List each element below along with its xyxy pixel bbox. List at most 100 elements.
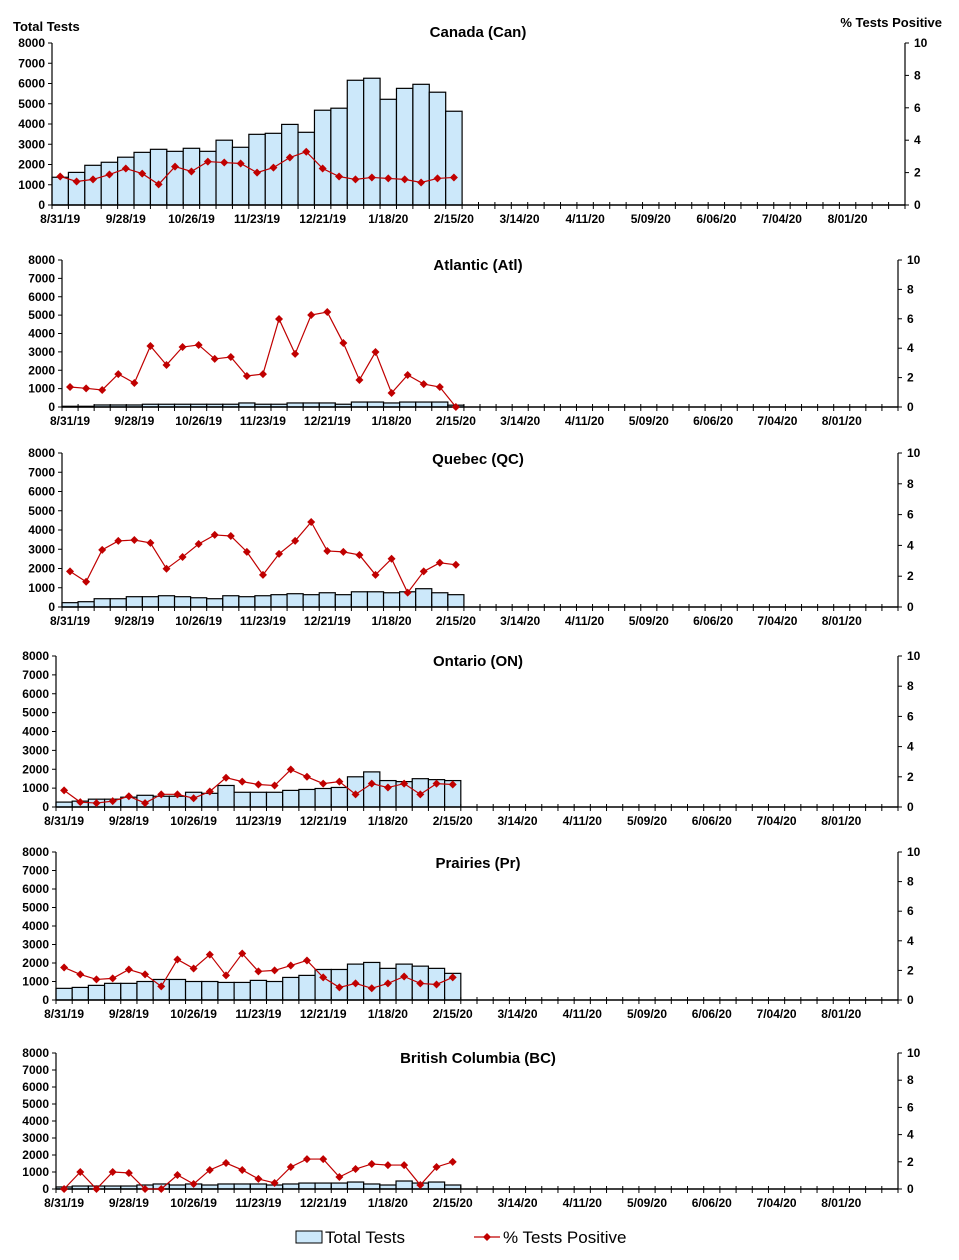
bar: [431, 592, 449, 608]
bar: [282, 789, 300, 808]
pct-positive-point: [189, 1179, 198, 1188]
pct-positive-point: [433, 174, 442, 183]
pct-positive-point: [173, 790, 182, 799]
pct-positive-point: [403, 588, 412, 597]
bar: [233, 1183, 251, 1190]
pct-positive-point: [236, 159, 245, 168]
pct-positive-point: [66, 567, 75, 576]
y-tick-label-left: 4000: [22, 725, 49, 739]
y-tick-label-right: 8: [907, 679, 914, 693]
y-tick-label-left: 3000: [22, 1131, 49, 1145]
pct-positive-point: [146, 341, 155, 350]
y-tick-label-right: 6: [907, 904, 914, 918]
pct-positive-point: [138, 169, 147, 178]
x-tick-label: 5/09/20: [629, 614, 669, 628]
pct-positive-point: [275, 314, 284, 323]
pct-positive-point: [189, 794, 198, 803]
pct-positive-point: [339, 339, 348, 348]
pct-positive-point: [367, 173, 376, 182]
pct-positive-point: [371, 348, 380, 357]
pct-positive-point: [66, 383, 75, 392]
y-tick-label-left: 7000: [18, 56, 45, 70]
pct-positive-point: [302, 1155, 311, 1164]
y-tick-label-left: 0: [42, 993, 49, 1007]
panel-1: 0 1000 2000 3000 4000 5000 6000 7000 8000 0 2 4 6 8 10…: [28, 253, 920, 428]
pct-positive-point: [403, 370, 412, 379]
x-tick-label: 10/26/19: [168, 212, 215, 226]
y-tick-label-left: 5000: [18, 97, 45, 111]
pct-positive-point: [226, 353, 235, 362]
bar: [428, 91, 447, 206]
pct-positive-point: [220, 158, 229, 167]
y-tick-label-right: 4: [907, 740, 914, 754]
pct-positive-point: [205, 787, 214, 796]
y-tick-label-left: 7000: [28, 271, 55, 285]
legend-bar-swatch: [295, 1230, 323, 1244]
y-tick-label-right: 4: [907, 934, 914, 948]
pct-positive-point: [124, 1168, 133, 1177]
bar: [222, 595, 240, 608]
bar: [166, 150, 184, 206]
pct-positive-point: [448, 1157, 457, 1166]
x-tick-label: 4/11/20: [563, 1196, 603, 1210]
x-tick-label: 4/11/20: [563, 1007, 603, 1021]
pct-positive-point: [335, 172, 344, 181]
y-tick-label-right: 6: [907, 1100, 914, 1114]
x-tick-label: 2/15/20: [436, 614, 476, 628]
pct-positive-point: [335, 983, 344, 992]
x-tick-label: 7/04/20: [757, 1007, 797, 1021]
pct-positive-point: [194, 540, 203, 549]
y-axis-title-right: % Tests Positive: [840, 15, 942, 30]
x-tick-label: 8/31/19: [50, 414, 90, 428]
x-tick-label: 7/04/20: [757, 414, 797, 428]
x-tick-label: 3/14/20: [499, 212, 539, 226]
pct-positive-point: [60, 1185, 69, 1193]
y-tick-label-right: 0: [907, 1182, 914, 1196]
x-tick-label: 4/11/20: [563, 814, 603, 828]
bar: [109, 598, 127, 608]
bar: [249, 979, 268, 1001]
bar: [366, 591, 385, 608]
pct-positive-point: [238, 777, 247, 786]
y-tick-label-left: 1000: [22, 781, 49, 795]
y-tick-label-left: 8000: [28, 446, 55, 460]
pct-positive-point: [258, 570, 267, 579]
bar: [233, 791, 251, 808]
panels: 0100020003000400050006000700080000246810…: [13, 15, 942, 1210]
pct-positive-point: [432, 980, 441, 989]
y-tick-label-left: 4000: [22, 919, 49, 933]
pct-positive-point: [339, 547, 348, 556]
pct-positive-point: [351, 175, 360, 184]
bar: [133, 151, 152, 206]
x-tick-label: 5/09/20: [629, 414, 669, 428]
y-tick-label-right: 2: [907, 569, 914, 583]
pct-positive-point: [384, 174, 393, 183]
pct-positive-point: [162, 564, 171, 573]
pct-positive-point: [355, 375, 364, 384]
y-tick-label-left: 0: [42, 800, 49, 814]
panel-title: Canada (Can): [430, 24, 527, 41]
pct-positive-point: [56, 172, 65, 181]
pct-positive-point: [419, 567, 428, 576]
y-tick-label-left: 7000: [22, 864, 49, 878]
x-tick-label: 7/04/20: [757, 614, 797, 628]
pct-positive-point: [417, 178, 426, 187]
panel-title: Ontario (ON): [433, 653, 523, 670]
x-tick-label: 11/23/19: [234, 212, 280, 226]
y-tick-label-left: 8000: [18, 36, 45, 50]
pct-positive-point: [146, 538, 155, 547]
pct-positive-point: [400, 1161, 409, 1170]
pct-positive-point: [210, 530, 219, 539]
x-tick-label: 8/01/20: [821, 1196, 861, 1210]
y-tick-label-left: 1000: [22, 975, 49, 989]
x-tick-label: 1/18/20: [368, 1196, 408, 1210]
x-tick-label: 8/01/20: [822, 614, 862, 628]
pct-positive-point: [351, 790, 360, 799]
pct-positive-point: [222, 1159, 231, 1168]
pct-positive-point: [178, 552, 187, 561]
x-tick-label: 12/21/19: [304, 614, 351, 628]
y-tick-label-left: 4000: [28, 327, 55, 341]
bar: [182, 147, 201, 206]
x-tick-label: 6/06/20: [692, 814, 732, 828]
bar: [298, 974, 316, 1001]
